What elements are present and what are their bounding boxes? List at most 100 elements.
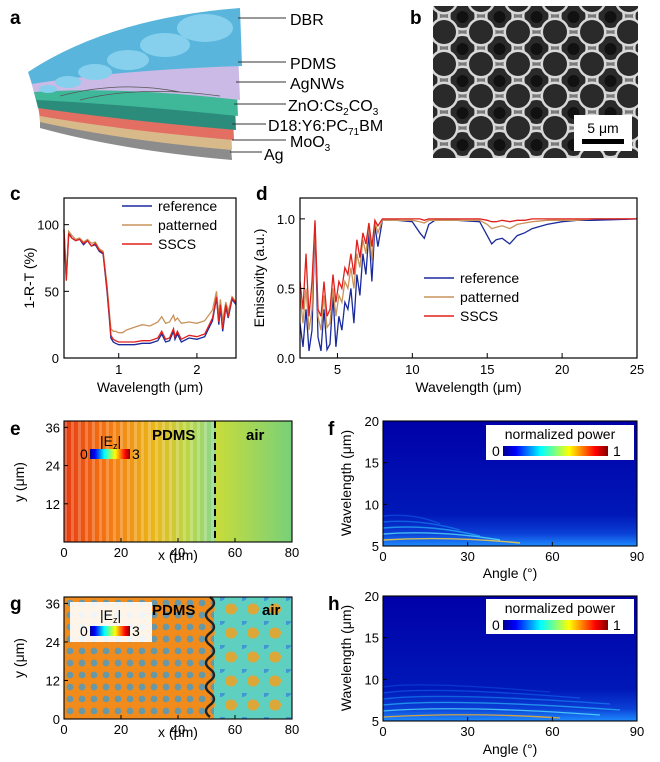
y-tick-label-c: 100 bbox=[37, 218, 59, 233]
y-tick-label-f: 20 bbox=[365, 414, 379, 429]
ylabel-g: y (μm) bbox=[11, 638, 27, 678]
x-tick-label-g: 80 bbox=[285, 722, 299, 737]
xlabel-f: Angle (°) bbox=[483, 565, 538, 581]
y-tick-label-g: 24 bbox=[46, 635, 60, 650]
colorbar-min-g: 0 bbox=[80, 623, 88, 639]
panel-a: a DBR PDMS AgNWs bbox=[10, 8, 383, 164]
x-tick-label-f: 0 bbox=[379, 549, 386, 564]
panel-h: h normalized power 0 1 Angle (°) Wavelen… bbox=[328, 594, 637, 757]
xlabel-c: Wavelength (μm) bbox=[97, 379, 203, 395]
y-tick-label-e: 24 bbox=[46, 459, 60, 474]
panel-g: g PDMS air |Ez| 0 3 x (μm) y (μm) bbox=[10, 594, 292, 740]
series-line-d-SSCS bbox=[299, 218, 637, 317]
x-tick-label-e: 0 bbox=[60, 545, 67, 560]
xlabel-h: Angle (°) bbox=[483, 741, 538, 757]
panel-letter-h: h bbox=[328, 594, 340, 615]
scale-bar-box bbox=[574, 115, 632, 151]
x-tick-label-d: 25 bbox=[630, 362, 644, 377]
legend-label-c-patterned: patterned bbox=[158, 217, 217, 233]
panel-letter-e: e bbox=[10, 419, 21, 440]
x-tick-label-c: 2 bbox=[193, 362, 200, 377]
label-ag: Ag bbox=[264, 147, 284, 164]
power-streaks-h bbox=[382, 684, 621, 719]
label-moo3: MoO3 bbox=[290, 134, 331, 154]
series-line-c-reference bbox=[63, 229, 237, 346]
x-tick-label-d: 10 bbox=[405, 362, 419, 377]
series-line-d-reference bbox=[299, 218, 638, 352]
panel-letter-g: g bbox=[10, 594, 22, 615]
layer-labels bbox=[230, 17, 286, 153]
colorbar-min-e: 0 bbox=[80, 446, 88, 462]
chart-c: 1 2 0 50 100 Wavelength (μm) 1-R-T (%) referenc… bbox=[21, 197, 237, 395]
colorbar-max-g: 3 bbox=[132, 623, 140, 639]
x-tick-label-f: 30 bbox=[460, 549, 474, 564]
y-tick-label-e: 36 bbox=[46, 420, 60, 435]
region-air-g: air bbox=[262, 602, 281, 619]
y-tick-label-h: 10 bbox=[365, 672, 379, 687]
panel-b: b 5 μm bbox=[410, 6, 638, 158]
region-pdms-g: PDMS bbox=[152, 602, 195, 619]
xlabel-e: x (μm) bbox=[158, 547, 198, 563]
region-pdms-e: PDMS bbox=[152, 427, 195, 444]
ylabel-e: y (μm) bbox=[11, 462, 27, 502]
ylabel-d: Emissivity (a.u.) bbox=[251, 229, 267, 328]
colorbar-label-f: normalized power bbox=[505, 426, 616, 442]
xlabel-d: Wavelength (μm) bbox=[415, 379, 521, 395]
colorbar-min-h: 0 bbox=[492, 617, 500, 633]
panel-letter-f: f bbox=[328, 419, 335, 440]
y-tick-label-g: 12 bbox=[46, 673, 60, 688]
panel-letter-c: c bbox=[10, 184, 21, 205]
x-tick-label-g: 60 bbox=[228, 722, 242, 737]
plot-frame-h bbox=[382, 595, 638, 722]
y-tick-label-d: 0.5 bbox=[277, 281, 295, 296]
y-tick-label-h: 20 bbox=[365, 589, 379, 604]
x-tick-label-g: 20 bbox=[114, 722, 128, 737]
panel-letter-d: d bbox=[256, 184, 268, 205]
y-tick-label-f: 15 bbox=[365, 456, 379, 471]
field-stripes-e bbox=[64, 421, 214, 542]
colorbar-max-e: 3 bbox=[132, 446, 140, 462]
legend-label-d-patterned: patterned bbox=[460, 289, 519, 305]
colorbar-max-h: 1 bbox=[613, 617, 621, 633]
x-tick-label-e: 80 bbox=[285, 545, 299, 560]
series-line-c-SSCS bbox=[63, 231, 237, 343]
plot-frame-f bbox=[382, 420, 638, 547]
x-tick-label-h: 30 bbox=[460, 724, 474, 739]
y-tick-label-c: 0 bbox=[52, 351, 59, 366]
x-tick-label-f: 60 bbox=[545, 549, 559, 564]
x-tick-label-e: 20 bbox=[114, 545, 128, 560]
colorbar-label-h: normalized power bbox=[505, 600, 616, 616]
x-tick-label-e: 60 bbox=[228, 545, 242, 560]
y-tick-label-g: 0 bbox=[53, 712, 60, 727]
colorbar-e bbox=[90, 449, 130, 459]
series-line-c-patterned bbox=[63, 228, 237, 334]
y-tick-label-c: 50 bbox=[45, 284, 59, 299]
series-line-d-patterned bbox=[299, 218, 637, 331]
axes-e: 0 20 40 60 80 12 24 36 bbox=[46, 420, 300, 560]
legend-label-c-reference: reference bbox=[158, 198, 217, 214]
label-zno: ZnO:Cs2CO3 bbox=[288, 98, 379, 118]
panel-e: e PDMS air |Ez| 0 3 x (μm) y (μm) bbox=[10, 419, 292, 563]
device-schematic bbox=[28, 8, 242, 160]
colorbar-max-f: 1 bbox=[613, 443, 621, 459]
y-tick-label-d: 1.0 bbox=[277, 212, 295, 227]
y-tick-label-d: 0.0 bbox=[277, 351, 295, 366]
ylabel-h: Wavelength (μm) bbox=[338, 605, 354, 711]
chart-d: 5 10 15 20 25 0.0 0.5 1.0 Wavelength (μm) Emissiv… bbox=[251, 197, 644, 395]
power-streaks-f bbox=[382, 514, 521, 544]
label-agnws: AgNWs bbox=[290, 76, 344, 93]
axes-g: 0 20 40 60 80 0 12 24 36 bbox=[46, 596, 300, 737]
field-pattern-g-air bbox=[214, 597, 292, 719]
ylabel-c: 1-R-T (%) bbox=[21, 247, 37, 308]
legend-label-d-SSCS: SSCS bbox=[460, 308, 498, 324]
colorbar-f bbox=[503, 446, 608, 456]
scale-bar bbox=[582, 139, 624, 144]
xlabel-g: x (μm) bbox=[158, 724, 198, 740]
x-tick-label-h: 0 bbox=[379, 724, 386, 739]
interface-line-g bbox=[204, 596, 216, 718]
label-dbr: DBR bbox=[290, 12, 324, 29]
region-air-e: air bbox=[246, 427, 265, 444]
plot-frame-d bbox=[299, 197, 638, 359]
